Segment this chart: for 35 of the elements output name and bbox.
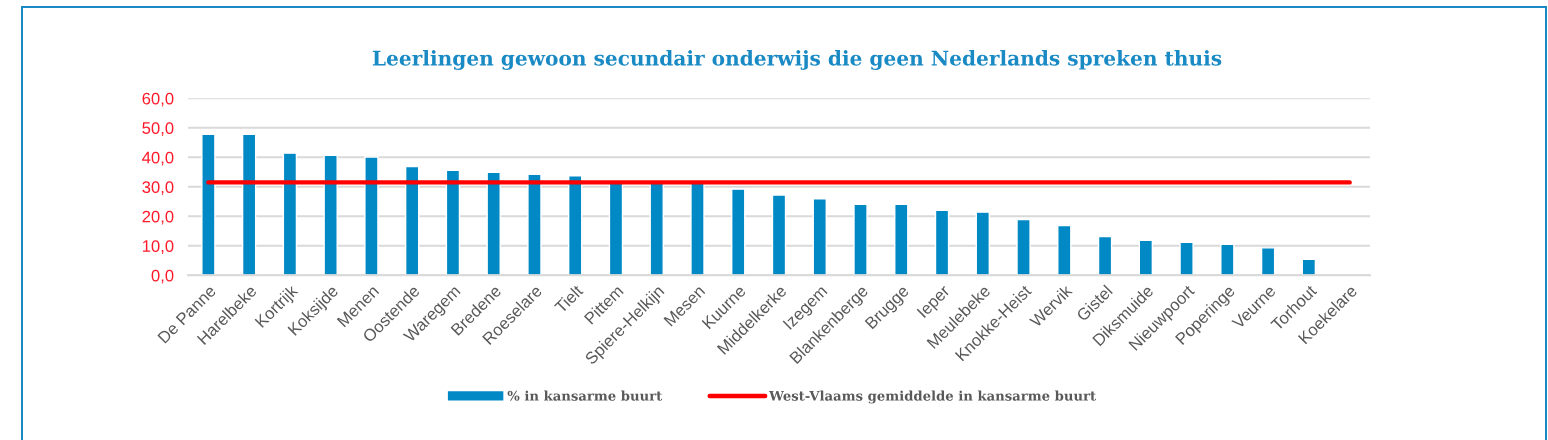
legend-label: % in kansarme buurt [507,390,663,401]
bar [934,209,950,276]
bar [282,152,298,276]
bar [527,173,542,276]
bar [364,156,379,276]
bar [201,133,216,276]
bar [1179,241,1194,276]
y-tick-label: 10,0 [142,240,174,254]
bar [404,165,420,276]
y-tick-label: 30,0 [142,181,174,195]
y-tick-label: 50,0 [142,122,174,136]
bar [1016,218,1031,276]
bar [975,211,991,276]
bar [241,133,257,276]
bar [1260,247,1276,276]
bar [323,154,338,276]
bar [731,188,746,276]
chart-title: Leerlingen gewoon secundair onderwijs die geen Nederlands spreken thuis [372,50,1222,70]
bar [812,198,827,276]
bar [1138,239,1154,276]
legend-label: West-Vlaams gemiddelde in kansarme buurt [768,390,1097,404]
bar [1220,243,1235,276]
bar [894,203,909,276]
y-tick-label: 0,0 [151,269,174,284]
bar [853,203,868,276]
y-tick-label: 20,0 [142,210,174,225]
x-tick-label: Tielt [553,283,584,314]
bar [445,169,461,276]
bar [1057,224,1072,276]
bar [1097,235,1113,276]
bar [567,175,583,276]
bar [771,194,787,276]
y-tick-label: 40,0 [142,151,174,166]
bar [486,171,501,276]
y-tick-label: 60,0 [142,92,174,107]
